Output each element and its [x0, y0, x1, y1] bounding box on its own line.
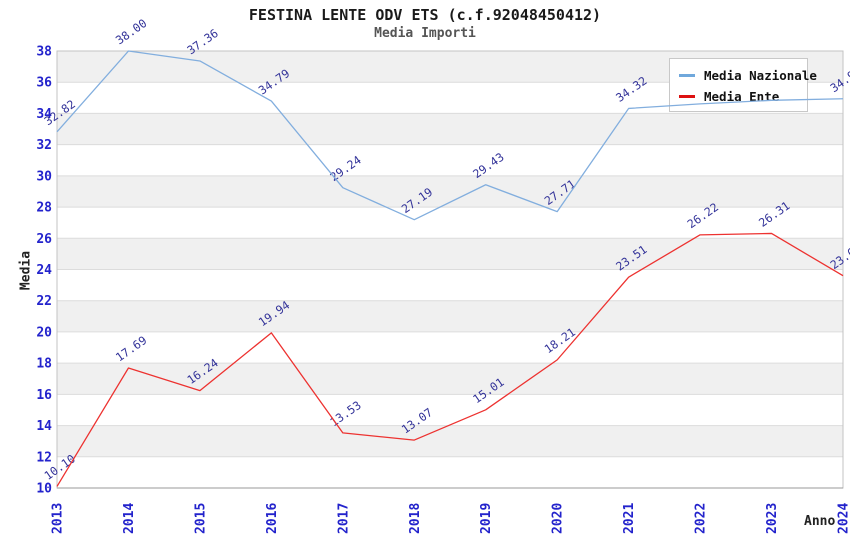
nazionale-line-swatch-icon — [679, 74, 695, 77]
y-axis-tick-label: 34 — [36, 107, 52, 122]
y-axis-tick-label: 14 — [36, 419, 52, 434]
y-axis-title: Media — [18, 250, 34, 291]
x-axis-tick-label: 2014 — [122, 503, 137, 534]
plot-band — [57, 331, 843, 364]
legend-label-ente: Media Ente — [704, 89, 780, 104]
legend-item-media-nazionale: Media Nazionale — [670, 65, 817, 86]
x-axis-tick-label: 2016 — [265, 503, 280, 534]
plot-band — [57, 456, 843, 488]
plot-band — [57, 269, 843, 301]
plot-band — [57, 144, 843, 176]
ente-line-swatch-icon — [679, 95, 695, 98]
x-axis-tick-label: 2023 — [765, 503, 780, 534]
legend-item-media-ente: Media Ente — [670, 86, 807, 107]
y-axis-tick-label: 16 — [36, 388, 52, 403]
plot-band — [57, 113, 843, 145]
plot-band — [57, 394, 843, 426]
y-axis-tick-label: 24 — [36, 263, 52, 278]
x-axis-tick-label: 2020 — [551, 503, 566, 534]
x-axis-tick-label: 2015 — [193, 503, 208, 534]
plot-band — [57, 207, 843, 239]
y-axis-tick-label: 28 — [36, 201, 52, 216]
y-axis-tick-label: 10 — [36, 482, 52, 497]
y-axis-tick-label: 26 — [36, 232, 52, 247]
x-axis-tick-label: 2017 — [336, 503, 351, 534]
chart-title: FESTINA LENTE ODV ETS (c.f.92048450412) — [248, 6, 602, 24]
y-axis-tick-label: 30 — [36, 169, 52, 184]
x-axis-title: Anno — [804, 514, 836, 529]
x-axis-tick-label: 2021 — [622, 503, 637, 534]
plot-band — [57, 425, 843, 457]
legend: Media Nazionale Media Ente — [669, 58, 817, 112]
data-label: 38.00 — [113, 16, 149, 47]
x-axis-tick-label: 2019 — [479, 503, 494, 534]
plot-band — [57, 300, 843, 332]
y-axis-tick-label: 32 — [36, 138, 52, 153]
plot-band — [57, 175, 843, 208]
chart-subtitle: Media Importi — [374, 26, 476, 41]
y-axis-tick-label: 12 — [36, 450, 52, 465]
y-axis-tick-label: 20 — [36, 325, 52, 340]
y-axis-tick-label: 36 — [36, 76, 52, 91]
x-axis-tick-label: 2024 — [837, 503, 850, 534]
plot-band — [57, 238, 843, 270]
y-axis-tick-label: 22 — [36, 294, 52, 309]
x-axis-tick-label: 2022 — [694, 503, 709, 534]
x-axis-tick-label: 2018 — [408, 503, 423, 534]
plot-band — [57, 363, 843, 395]
y-axis-tick-label: 38 — [36, 45, 52, 60]
x-axis-tick-label: 2013 — [51, 503, 66, 534]
legend-label-nazionale: Media Nazionale — [704, 68, 817, 83]
y-axis-tick-label: 18 — [36, 357, 52, 372]
